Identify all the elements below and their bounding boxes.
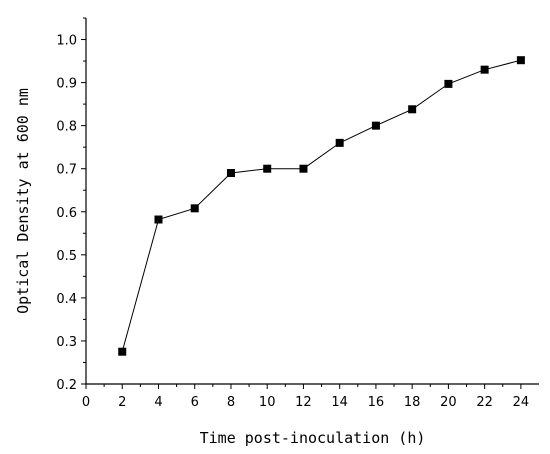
x-tick-label: 2 xyxy=(118,395,126,410)
axes xyxy=(85,18,539,385)
x-tick-label: 24 xyxy=(513,395,530,410)
x-tick-label: 0 xyxy=(82,395,90,410)
data-point xyxy=(335,138,344,147)
y-tick-label: 0.2 xyxy=(56,378,77,393)
data-point xyxy=(263,164,272,173)
x-tick-label: 8 xyxy=(227,395,235,410)
data-point xyxy=(118,347,127,356)
data-point xyxy=(299,164,308,173)
x-tick-label: 18 xyxy=(404,395,421,410)
y-tick-label: 0.4 xyxy=(56,292,77,307)
data-point xyxy=(226,169,235,178)
x-tick-label: 16 xyxy=(368,395,385,410)
series-line xyxy=(121,59,522,352)
data-point xyxy=(408,105,417,114)
y-tick-label: 0.5 xyxy=(56,249,77,264)
y-tick-label: 0.3 xyxy=(56,335,77,350)
x-tick-label: 14 xyxy=(331,395,348,410)
data-point xyxy=(154,215,163,224)
series xyxy=(118,56,525,356)
x-tick-label: 10 xyxy=(259,395,276,410)
x-axis-label: Time post-inoculation (h) xyxy=(200,429,426,447)
y-axis-label: Optical Density at 600 nm xyxy=(14,88,32,314)
x-tick-label: 4 xyxy=(154,395,162,410)
x-tick-label: 12 xyxy=(295,395,312,410)
x-tick-label: 6 xyxy=(191,395,199,410)
data-point xyxy=(516,56,525,65)
data-point xyxy=(480,65,489,74)
y-tick-label: 0.7 xyxy=(56,163,77,178)
data-point xyxy=(444,79,453,88)
y-tick-label: 0.6 xyxy=(56,206,77,221)
data-point xyxy=(371,121,380,130)
x-tick-label: 20 xyxy=(440,395,457,410)
y-tick-label: 0.9 xyxy=(56,77,77,92)
y-tick-label: 1.0 xyxy=(56,34,77,49)
y-tick-label: 0.8 xyxy=(56,120,77,135)
data-point xyxy=(190,204,199,213)
ticks: 0 2 4 6 8 10 12 14 16 18 20 22 240.20.30.40.50.60.70… xyxy=(56,17,530,410)
x-tick-label: 22 xyxy=(476,395,493,410)
